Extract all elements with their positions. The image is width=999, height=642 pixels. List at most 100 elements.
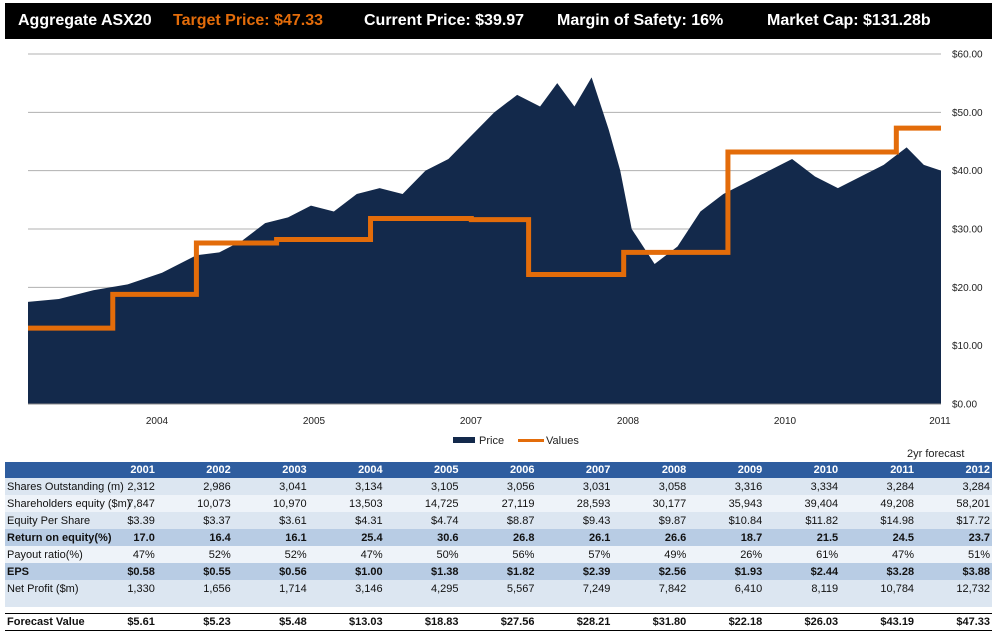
financials-table-wrap: 2001 2002 2003 2004 2005 2006 2007 2008 2009 2010…	[5, 462, 992, 631]
table-cell: $27.56	[460, 613, 537, 631]
table-cell: 3,056	[460, 478, 537, 495]
table-cell: 26.1	[536, 529, 613, 546]
table-cell: $5.61	[80, 613, 157, 631]
header-label-cell	[5, 462, 81, 478]
table-cell: 51%	[916, 546, 992, 563]
table-cell: $0.58	[80, 563, 157, 580]
year-header-cell: 2008	[661, 464, 687, 476]
year-header-cell: 2004	[358, 464, 383, 476]
x-tick-label: 2010	[774, 416, 797, 427]
table-cell: 3,146	[308, 580, 385, 597]
table-cell: 16.1	[232, 529, 309, 546]
table-cell: 26%	[688, 546, 765, 563]
row-label: Forecast Value	[5, 613, 85, 631]
table-cell: $9.43	[536, 512, 613, 529]
table-cell: $28.21	[536, 613, 613, 631]
table-cell: $11.82	[764, 512, 841, 529]
row-label: Shareholders equity ($m)	[5, 495, 131, 512]
table-cell: $1.93	[688, 563, 765, 580]
table-cell: 3,041	[232, 478, 309, 495]
year-header-cell: 2002	[206, 464, 231, 476]
table-cell: 18.7	[688, 529, 765, 546]
table-cell: $4.31	[308, 512, 385, 529]
table-cell: 14,725	[384, 495, 461, 512]
table-cell: $3.61	[232, 512, 309, 529]
table-cell: 17.0	[80, 529, 157, 546]
year-header-cell: 2011	[890, 464, 915, 476]
financials-body: Shares Outstanding (m) 2,312 2,986 3,041 3,1…	[5, 478, 992, 631]
table-cell: 25.4	[308, 529, 385, 546]
y-tick-label: $0.00	[952, 400, 977, 411]
table-cell: 10,784	[840, 580, 917, 597]
table-cell: $1.00	[308, 563, 385, 580]
table-cell: 26.8	[460, 529, 537, 546]
row-label: Shares Outstanding (m)	[5, 478, 124, 495]
table-cell: 16.4	[156, 529, 233, 546]
table-cell: $1.82	[460, 563, 537, 580]
table-cell: 50%	[384, 546, 461, 563]
table-cell: $3.28	[840, 563, 917, 580]
x-tick-label: 2008	[617, 416, 640, 427]
table-cell: 3,105	[384, 478, 461, 495]
table-row: Net Profit ($m) 1,330 1,656 1,714 3,146 4,295…	[5, 580, 992, 597]
year-header-cell: 2001	[130, 464, 155, 476]
table-cell: 35,943	[688, 495, 765, 512]
table-cell: 10,073	[156, 495, 233, 512]
table-row: Shareholders equity ($m) 7,847 10,073 10,97…	[5, 495, 992, 512]
current-price: Current Price: $39.97	[364, 12, 525, 29]
row-label: Payout ratio(%)	[5, 546, 83, 563]
table-row: Return on equity(%) 17.0 16.4 16.1 25.4 30.6 2…	[5, 529, 992, 546]
year-header-cell: 2005	[434, 464, 459, 476]
y-tick-label: $20.00	[952, 283, 983, 294]
table-cell: 23.7	[916, 529, 992, 546]
table-row: EPS $0.58 $0.55 $0.56 $1.00 $1.38 $1.82 $2.39 $2…	[5, 563, 992, 580]
values-step-series	[28, 125, 941, 331]
table-row: Payout ratio(%) 47% 52% 52% 47% 50% 56% 57% 49% 2…	[5, 546, 992, 563]
table-cell: $3.39	[80, 512, 157, 529]
year-header-cell: 2010	[813, 464, 839, 476]
x-tick-label: 2005	[303, 416, 326, 427]
table-cell: 57%	[536, 546, 613, 563]
legend-price-swatch	[453, 437, 475, 443]
table-cell: 47%	[840, 546, 917, 563]
table-cell: 8,119	[764, 580, 841, 597]
table-cell: $0.56	[232, 563, 309, 580]
table-cell: $4.74	[384, 512, 461, 529]
table-cell: $10.84	[688, 512, 765, 529]
table-cell: $2.39	[536, 563, 613, 580]
table-cell: 1,714	[232, 580, 309, 597]
financials-table: 2001 2002 2003 2004 2005 2006 2007 2008 2009 2010…	[5, 462, 992, 631]
table-cell: 58,201	[916, 495, 992, 512]
table-cell: 24.5	[840, 529, 917, 546]
table-cell: 3,134	[308, 478, 385, 495]
table-cell: $1.38	[384, 563, 461, 580]
table-cell: 61%	[764, 546, 841, 563]
spacer-cell	[5, 597, 992, 607]
y-tick-label: $30.00	[952, 225, 983, 236]
table-cell: 4,295	[384, 580, 461, 597]
table-cell: 3,284	[840, 478, 917, 495]
margin-of-safety: Margin of Safety: 16%	[557, 12, 724, 29]
table-cell: $5.48	[232, 613, 309, 631]
table-cell: $0.55	[156, 563, 233, 580]
table-cell: 47%	[80, 546, 157, 563]
x-tick-label: 2011	[929, 416, 951, 427]
x-tick-label: 2004	[146, 416, 169, 427]
table-cell: 28,593	[536, 495, 613, 512]
year-header-cell: 2006	[509, 464, 535, 476]
table-cell: 2,986	[156, 478, 233, 495]
table-cell: 52%	[156, 546, 233, 563]
table-cell: 56%	[460, 546, 537, 563]
table-cell: 5,567	[460, 580, 537, 597]
table-cell: $2.44	[764, 563, 841, 580]
table-cell: 7,847	[80, 495, 157, 512]
x-tick-label: 2007	[460, 416, 483, 427]
table-cell: $3.37	[156, 512, 233, 529]
table-cell: $14.98	[840, 512, 917, 529]
table-cell: $9.87	[612, 512, 689, 529]
forecast-value-row: Forecast Value $5.61 $5.23 $5.48 $13.03 $18.8…	[5, 613, 992, 631]
table-cell: $26.03	[764, 613, 841, 631]
table-cell: 49,208	[840, 495, 917, 512]
table-cell: $17.72	[916, 512, 992, 529]
year-header-cell: 2012	[965, 464, 990, 476]
